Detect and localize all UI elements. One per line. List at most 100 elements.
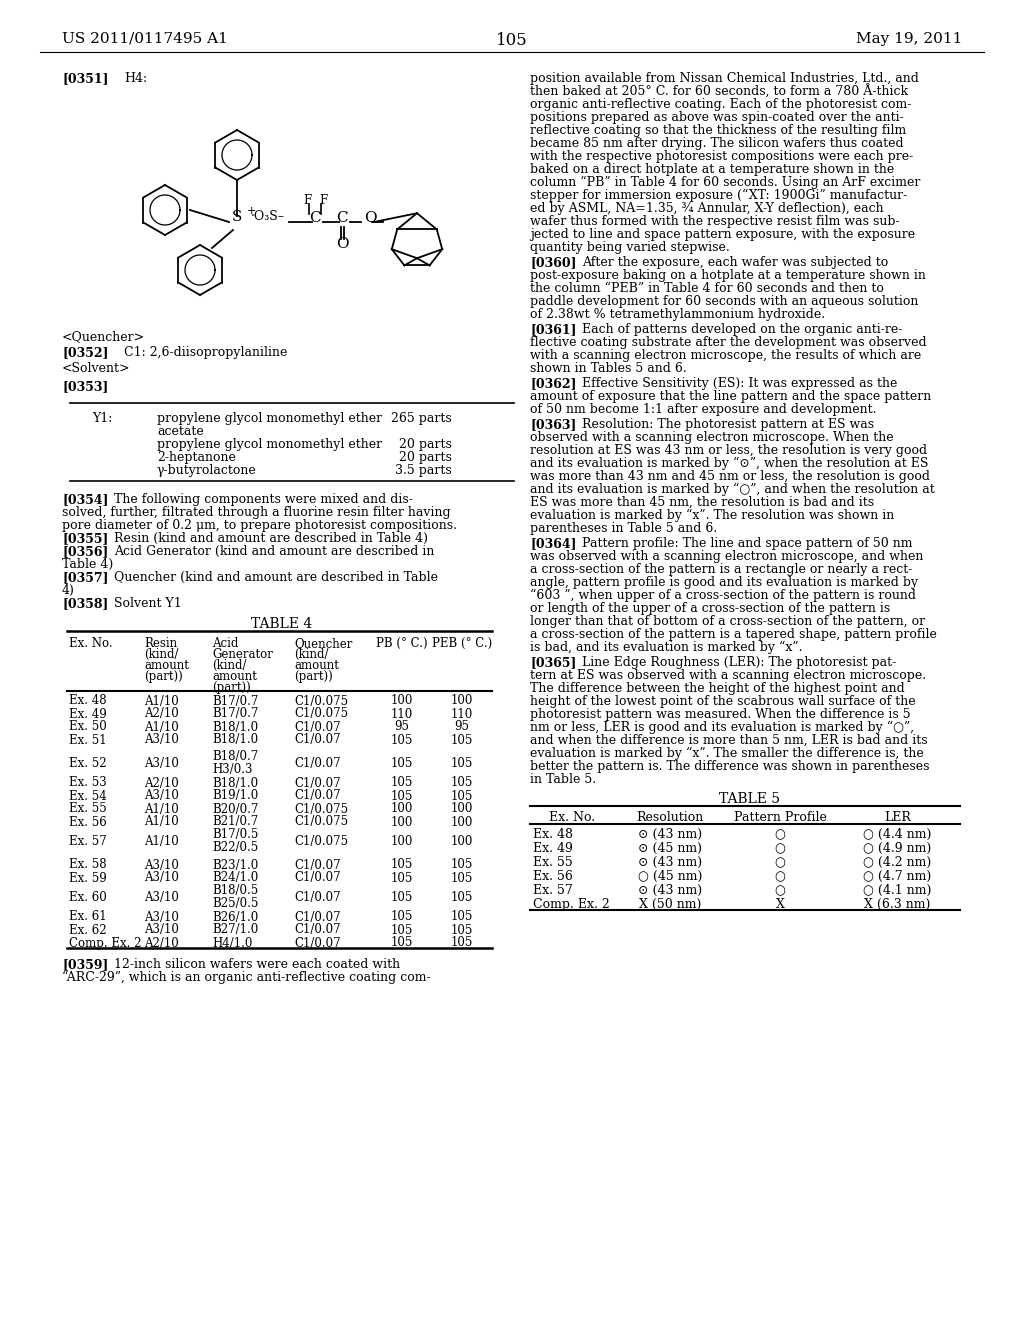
Text: in Table 5.: in Table 5.: [530, 774, 596, 785]
Text: Resolution: Resolution: [636, 810, 703, 824]
Text: B21/0.7: B21/0.7: [212, 816, 258, 829]
Text: ed by ASML, NA=1.35, ¾ Annular, X-Y deflection), each: ed by ASML, NA=1.35, ¾ Annular, X-Y defl…: [530, 202, 884, 215]
Text: parentheses in Table 5 and 6.: parentheses in Table 5 and 6.: [530, 521, 717, 535]
Text: [0363]: [0363]: [530, 418, 577, 432]
Text: 105: 105: [496, 32, 528, 49]
Text: 105: 105: [451, 789, 473, 803]
Text: [0361]: [0361]: [530, 323, 577, 337]
Text: 4): 4): [62, 583, 75, 597]
Text: B19/1.0: B19/1.0: [212, 789, 258, 803]
Text: 105: 105: [391, 871, 414, 884]
Text: ○: ○: [774, 828, 785, 841]
Text: 105: 105: [451, 911, 473, 924]
Text: 105: 105: [391, 776, 414, 789]
Text: [0359]: [0359]: [62, 958, 109, 972]
Text: “603 ”, when upper of a cross-section of the pattern is round: “603 ”, when upper of a cross-section of…: [530, 589, 916, 602]
Text: A3/10: A3/10: [144, 858, 179, 871]
Text: 2-heptanone: 2-heptanone: [157, 451, 236, 465]
Text: (part)): (part)): [212, 681, 251, 694]
Text: +: +: [247, 206, 256, 216]
Text: 100: 100: [391, 803, 414, 816]
Text: evaluation is marked by “x”. The smaller the difference is, the: evaluation is marked by “x”. The smaller…: [530, 747, 924, 760]
Text: Ex. 54: Ex. 54: [69, 789, 106, 803]
Text: B18/1.0: B18/1.0: [212, 721, 258, 734]
Text: Solvent Y1: Solvent Y1: [114, 597, 181, 610]
Text: O: O: [336, 238, 348, 251]
Text: photoresist pattern was measured. When the difference is 5: photoresist pattern was measured. When t…: [530, 708, 910, 721]
Text: The difference between the height of the highest point and: The difference between the height of the…: [530, 682, 905, 696]
Text: B17/0.5: B17/0.5: [212, 828, 258, 841]
Text: B18/0.5: B18/0.5: [212, 884, 258, 898]
Text: height of the lowest point of the scabrous wall surface of the: height of the lowest point of the scabro…: [530, 696, 915, 708]
Text: Each of patterns developed on the organic anti-re-: Each of patterns developed on the organi…: [582, 323, 902, 337]
Text: 100: 100: [451, 836, 473, 847]
Text: 105: 105: [451, 891, 473, 904]
Text: 105: 105: [451, 936, 473, 949]
Text: baked on a direct hotplate at a temperature shown in the: baked on a direct hotplate at a temperat…: [530, 162, 894, 176]
Text: C1/0.07: C1/0.07: [294, 911, 341, 924]
Text: evaluation is marked by “x”. The resolution was shown in: evaluation is marked by “x”. The resolut…: [530, 510, 894, 523]
Text: Ex. 61: Ex. 61: [69, 911, 106, 924]
Text: 105: 105: [391, 911, 414, 924]
Text: [0352]: [0352]: [62, 346, 109, 359]
Text: 105: 105: [451, 756, 473, 770]
Text: A3/10: A3/10: [144, 924, 179, 936]
Text: PB (° C.): PB (° C.): [376, 638, 428, 649]
Text: Ex. 48: Ex. 48: [69, 694, 106, 708]
Text: (part)): (part)): [294, 671, 333, 682]
Text: B27/1.0: B27/1.0: [212, 924, 258, 936]
Text: [0355]: [0355]: [62, 532, 109, 545]
Text: Ex. 56: Ex. 56: [534, 870, 572, 883]
Text: 105: 105: [451, 871, 473, 884]
Text: B24/1.0: B24/1.0: [212, 871, 258, 884]
Text: shown in Tables 5 and 6.: shown in Tables 5 and 6.: [530, 362, 687, 375]
Text: Ex. 62: Ex. 62: [69, 924, 106, 936]
Text: solved, further, filtrated through a fluorine resin filter having: solved, further, filtrated through a flu…: [62, 506, 451, 519]
Text: B18/0.7: B18/0.7: [212, 750, 258, 763]
Text: Resin: Resin: [144, 638, 177, 649]
Text: A2/10: A2/10: [144, 936, 179, 949]
Text: <Quencher>: <Quencher>: [62, 330, 145, 343]
Text: 105: 105: [391, 789, 414, 803]
Text: A1/10: A1/10: [144, 694, 179, 708]
Text: C1/0.075: C1/0.075: [294, 694, 348, 708]
Text: amount: amount: [294, 659, 339, 672]
Text: tern at ES was observed with a scanning electron microscope.: tern at ES was observed with a scanning …: [530, 669, 926, 682]
Text: 110: 110: [391, 708, 413, 721]
Text: O: O: [364, 211, 377, 224]
Text: Ex. 57: Ex. 57: [69, 836, 106, 847]
Text: A3/10: A3/10: [144, 734, 179, 747]
Text: C1/0.07: C1/0.07: [294, 924, 341, 936]
Text: 105: 105: [451, 776, 473, 789]
Text: [0362]: [0362]: [530, 378, 577, 389]
Text: Ex. 55: Ex. 55: [69, 803, 106, 816]
Text: H4/1.0: H4/1.0: [212, 936, 252, 949]
Text: ES was more than 45 nm, the resolution is bad and its: ES was more than 45 nm, the resolution i…: [530, 496, 874, 510]
Text: ⊙ (43 nm): ⊙ (43 nm): [638, 828, 702, 841]
Text: ·O₃S–: ·O₃S–: [251, 210, 285, 223]
Text: Ex. 51: Ex. 51: [69, 734, 106, 747]
Text: C1/0.075: C1/0.075: [294, 836, 348, 847]
Text: the column “PEB” in Table 4 for 60 seconds and then to: the column “PEB” in Table 4 for 60 secon…: [530, 282, 884, 294]
Text: 100: 100: [391, 836, 414, 847]
Text: [0365]: [0365]: [530, 656, 577, 669]
Text: paddle development for 60 seconds with an aqueous solution: paddle development for 60 seconds with a…: [530, 294, 919, 308]
Text: ○: ○: [774, 870, 785, 883]
Text: [0356]: [0356]: [62, 545, 109, 558]
Text: 100: 100: [451, 803, 473, 816]
Text: B18/1.0: B18/1.0: [212, 776, 258, 789]
Text: Ex. 56: Ex. 56: [69, 816, 106, 829]
Text: a cross-section of the pattern is a tapered shape, pattern profile: a cross-section of the pattern is a tape…: [530, 628, 937, 642]
Text: 105: 105: [391, 756, 414, 770]
Text: Generator: Generator: [212, 648, 272, 661]
Text: [0358]: [0358]: [62, 597, 109, 610]
Text: B17/0.7: B17/0.7: [212, 694, 258, 708]
Text: pore diameter of 0.2 μm, to prepare photoresist compositions.: pore diameter of 0.2 μm, to prepare phot…: [62, 519, 457, 532]
Text: longer than that of bottom of a cross-section of the pattern, or: longer than that of bottom of a cross-se…: [530, 615, 925, 628]
Text: A3/10: A3/10: [144, 891, 179, 904]
Text: Quencher (kind and amount are described in Table: Quencher (kind and amount are described …: [114, 572, 438, 583]
Text: jected to line and space pattern exposure, with the exposure: jected to line and space pattern exposur…: [530, 228, 915, 242]
Text: (kind/: (kind/: [294, 648, 329, 661]
Text: Ex. 55: Ex. 55: [534, 855, 572, 869]
Text: 20 parts: 20 parts: [399, 451, 452, 465]
